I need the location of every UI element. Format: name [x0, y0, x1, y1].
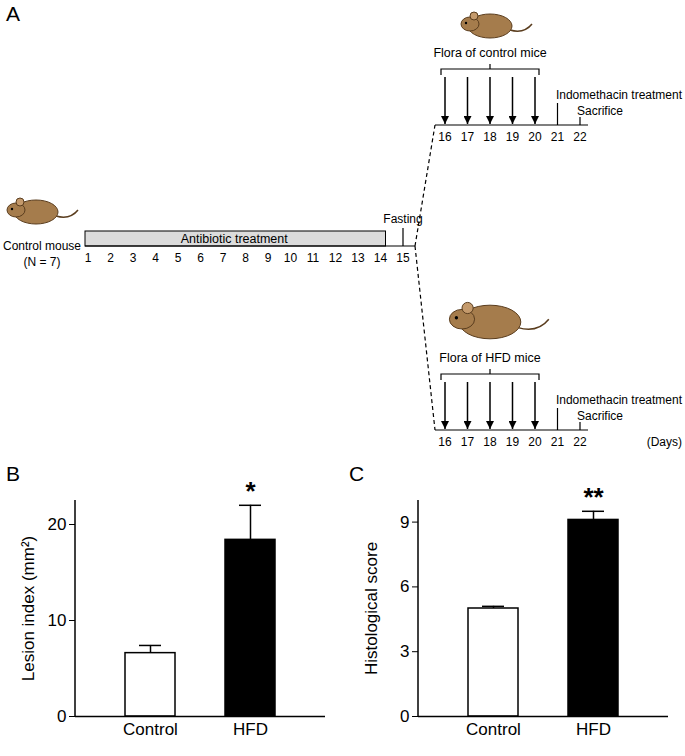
svg-text:16: 16 — [438, 130, 452, 144]
svg-text:20: 20 — [48, 515, 67, 534]
svg-text:Indomethacin treatment: Indomethacin treatment — [556, 88, 683, 102]
svg-text:3: 3 — [130, 251, 137, 265]
svg-text:Control: Control — [466, 720, 521, 739]
svg-text:20: 20 — [528, 435, 542, 449]
svg-text:HFD: HFD — [576, 720, 611, 739]
svg-text:*: * — [245, 476, 256, 506]
svg-text:3: 3 — [400, 642, 409, 661]
svg-text:4: 4 — [152, 251, 159, 265]
svg-text:Antibiotic treatment: Antibiotic treatment — [181, 232, 289, 246]
svg-text:16: 16 — [438, 435, 452, 449]
svg-text:22: 22 — [573, 435, 587, 449]
svg-text:Fasting: Fasting — [383, 212, 422, 226]
svg-text:20: 20 — [528, 130, 542, 144]
svg-text:Indomethacin treatment: Indomethacin treatment — [556, 393, 683, 407]
svg-text:Control mouse: Control mouse — [3, 239, 81, 253]
svg-text:(N = 7): (N = 7) — [23, 255, 60, 269]
svg-text:1: 1 — [85, 251, 92, 265]
svg-text:Sacrifice: Sacrifice — [577, 104, 623, 118]
svg-text:Flora of HFD mice: Flora of HFD mice — [439, 351, 540, 365]
svg-text:18: 18 — [483, 130, 497, 144]
svg-text:17: 17 — [461, 435, 475, 449]
svg-text:10: 10 — [284, 251, 298, 265]
svg-text:12: 12 — [329, 251, 343, 265]
svg-text:9: 9 — [400, 513, 409, 532]
svg-text:18: 18 — [483, 435, 497, 449]
svg-text:15: 15 — [396, 251, 410, 265]
svg-text:Histological score: Histological score — [362, 542, 381, 675]
svg-text:HFD: HFD — [233, 720, 268, 739]
svg-text:Flora of control mice: Flora of control mice — [433, 46, 546, 60]
svg-text:21: 21 — [551, 130, 565, 144]
svg-text:13: 13 — [351, 251, 365, 265]
svg-text:7: 7 — [220, 251, 227, 265]
html-text:C: C — [349, 462, 365, 485]
svg-text:19: 19 — [506, 130, 520, 144]
svg-text:**: ** — [583, 482, 604, 512]
svg-text:5: 5 — [175, 251, 182, 265]
svg-text:6: 6 — [400, 577, 409, 596]
svg-text:19: 19 — [506, 435, 520, 449]
svg-text:2: 2 — [107, 251, 114, 265]
svg-text:0: 0 — [57, 707, 66, 726]
svg-text:(Days): (Days) — [647, 435, 682, 449]
html-text:A: A — [6, 2, 20, 25]
svg-text:21: 21 — [551, 435, 565, 449]
svg-text:22: 22 — [573, 130, 587, 144]
svg-text:Sacrifice: Sacrifice — [577, 409, 623, 423]
svg-text:6: 6 — [197, 251, 204, 265]
html-text:B: B — [6, 462, 20, 485]
svg-text:10: 10 — [48, 611, 67, 630]
svg-text:14: 14 — [374, 251, 388, 265]
svg-text:Control: Control — [123, 720, 178, 739]
svg-text:11: 11 — [307, 251, 320, 265]
svg-text:8: 8 — [242, 251, 249, 265]
svg-text:17: 17 — [461, 130, 475, 144]
svg-text:0: 0 — [400, 707, 409, 726]
svg-text:9: 9 — [265, 251, 272, 265]
svg-text:Lesion index (mm²): Lesion index (mm²) — [19, 536, 38, 682]
